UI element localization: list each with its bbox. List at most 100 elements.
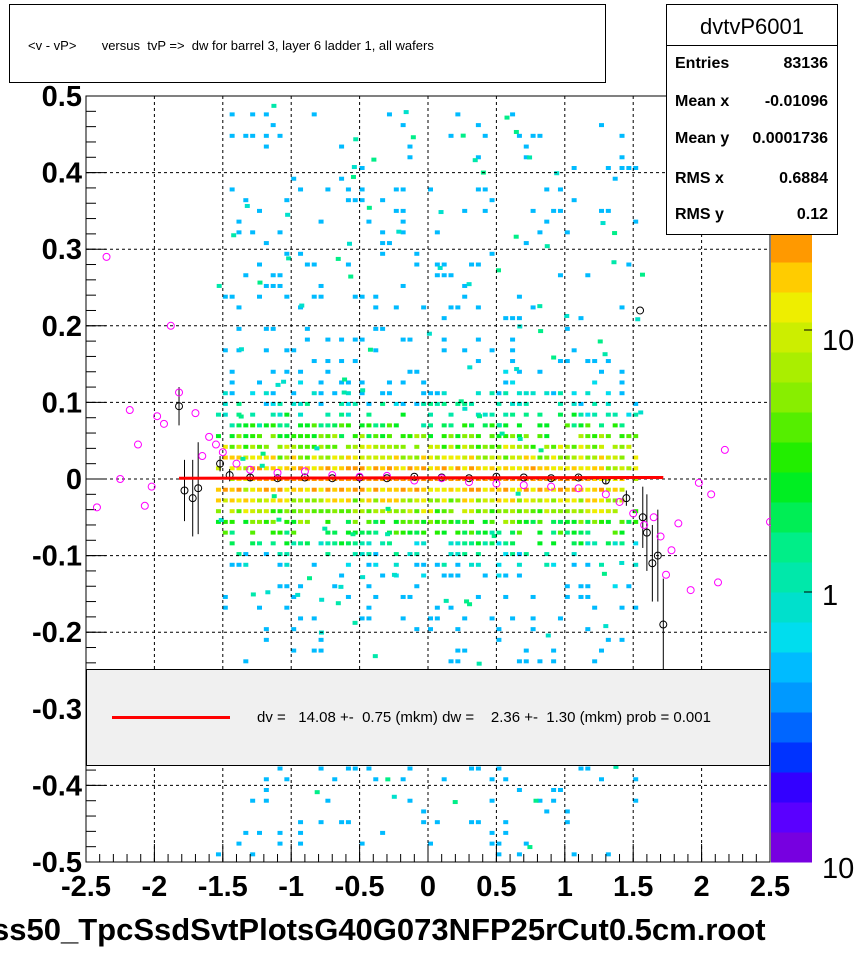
heatmap-cell (527, 845, 533, 850)
heatmap-cell (345, 444, 351, 449)
stats-label: Entries (675, 55, 730, 72)
heatmap-cell (339, 401, 345, 406)
heatmap-cell (477, 414, 483, 419)
heatmap-cell (359, 187, 365, 192)
heatmap-cell (496, 391, 502, 396)
heatmap-cell (304, 337, 310, 342)
heatmap-cell (250, 455, 256, 460)
profile-point-black (642, 528, 651, 537)
heatmap-cell (441, 573, 447, 578)
heatmap-cell (510, 519, 516, 524)
y-tick-label: -0.3 (32, 694, 82, 726)
heatmap-cell (475, 337, 481, 342)
color-scale-swatch (771, 532, 812, 563)
heatmap-cell (270, 541, 276, 546)
heatmap-cell (599, 509, 604, 514)
heatmap-cell (448, 133, 454, 138)
heatmap-cell (499, 431, 505, 436)
heatmap-cell (284, 369, 290, 374)
heatmap-cell (319, 597, 325, 602)
heatmap-cell (407, 798, 413, 803)
heatmap-cell (551, 444, 557, 449)
heatmap-cell (277, 466, 283, 471)
heatmap-cell (222, 401, 228, 406)
heatmap-cell (544, 562, 550, 567)
heatmap-cell (400, 434, 406, 439)
heatmap-cell (386, 444, 392, 449)
heatmap-cell (311, 444, 317, 449)
heatmap-cell (332, 466, 338, 471)
heatmap-cell (263, 455, 269, 460)
heatmap-cell (257, 423, 262, 428)
heatmap-cell (243, 444, 249, 449)
heatmap-cell (612, 509, 618, 514)
heatmap-cell (462, 283, 468, 288)
profile-point-magenta (246, 465, 255, 474)
heatmap-cell (489, 798, 495, 803)
heatmap-cell (366, 552, 372, 557)
heatmap-cell (243, 519, 249, 524)
heatmap-cell (243, 198, 249, 203)
heatmap-cell (400, 487, 406, 492)
heatmap-cell (496, 434, 502, 439)
profile-point-magenta (649, 513, 658, 522)
heatmap-cell (236, 326, 242, 331)
heatmap-cell (373, 562, 379, 567)
heatmap-cell (551, 466, 557, 471)
heatmap-cell (441, 562, 447, 567)
heatmap-cell (551, 355, 557, 360)
heatmap-cell (291, 455, 297, 460)
color-scale-swatch (771, 652, 812, 683)
heatmap-cell (434, 230, 440, 235)
heatmap-cell (345, 594, 351, 599)
heatmap-cell (564, 519, 570, 524)
heatmap-cell (332, 509, 338, 514)
profile-point-magenta (102, 252, 111, 261)
heatmap-cell (277, 444, 283, 449)
heatmap-cell (345, 466, 351, 471)
heatmap-cell (373, 530, 379, 535)
heatmap-cell (489, 487, 495, 492)
heatmap-cell (350, 532, 356, 537)
heatmap-cell (585, 412, 591, 417)
stats-row-mean-y: Mean y 0.0001736 (675, 130, 828, 160)
heatmap-cell (455, 401, 461, 406)
heatmap-cell (386, 241, 392, 246)
heatmap-cell (421, 562, 427, 567)
heatmap-cell (605, 391, 611, 396)
heatmap-cell (557, 359, 563, 364)
heatmap-cell (489, 391, 495, 396)
heatmap-cell (393, 530, 399, 535)
heatmap-cell (510, 455, 516, 460)
heatmap-cell (448, 541, 454, 546)
heatmap-cell (257, 208, 262, 213)
heatmap-cell (578, 498, 584, 503)
heatmap-cell (236, 552, 242, 557)
profile-point-magenta (686, 586, 695, 595)
heatmap-cell (339, 380, 345, 385)
heatmap-cell (257, 605, 262, 610)
heatmap-cell (325, 337, 331, 342)
heatmap-cell (277, 423, 283, 428)
heatmap-cell (359, 552, 365, 557)
heatmap-cell (462, 406, 468, 411)
heatmap-cell (284, 487, 290, 492)
heatmap-cell (516, 552, 522, 557)
heatmap-cell (407, 766, 413, 771)
heatmap-cell (400, 401, 406, 406)
heatmap-cell (455, 530, 461, 535)
heatmap-cell (332, 584, 338, 589)
color-scale-swatch (771, 232, 812, 263)
heatmap-cell (284, 509, 290, 514)
heatmap-cell (421, 573, 427, 578)
heatmap-cell (352, 444, 358, 449)
heatmap-cell (339, 423, 345, 428)
profile-point-magenta (175, 388, 184, 397)
heatmap-cell (441, 391, 447, 396)
heatmap-cell (599, 434, 604, 439)
heatmap-cell (544, 391, 550, 396)
heatmap-cell (537, 487, 543, 492)
heatmap-cell (393, 519, 399, 524)
heatmap-cell (352, 401, 358, 406)
heatmap-cell (243, 830, 249, 835)
